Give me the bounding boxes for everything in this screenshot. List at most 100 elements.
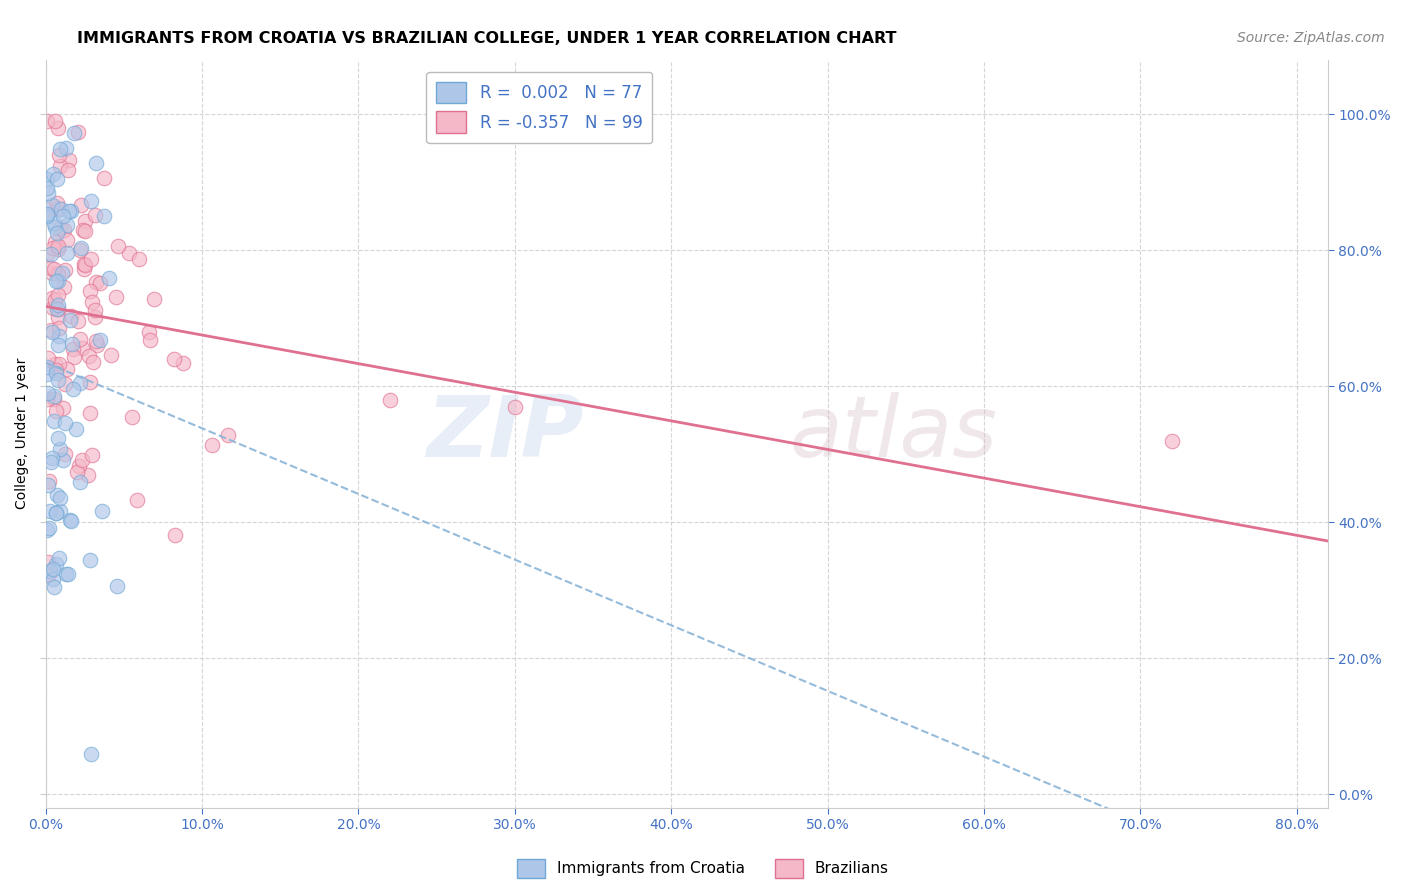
Point [118, 246, 141, 260]
Point [46, 338, 69, 352]
Text: ZIP: ZIP [426, 392, 585, 475]
Point [66, 466, 89, 480]
Point [69, 244, 91, 258]
Point [378, 392, 401, 407]
Point [37, 207, 59, 221]
Point [79, 284, 101, 298]
Point [49, 504, 72, 518]
Text: IMMIGRANTS FROM CROATIA VS BRAZILIAN COLLEGE, UNDER 1 YEAR CORRELATION CHART: IMMIGRANTS FROM CROATIA VS BRAZILIAN COL… [77, 31, 897, 46]
Point [44, 216, 66, 230]
Point [46, 298, 69, 312]
Point [46, 287, 69, 301]
Point [37, 554, 59, 568]
Point [69, 475, 91, 489]
Point [53, 447, 76, 461]
Point [67, 458, 90, 473]
Point [44, 261, 66, 276]
Point [89, 277, 111, 291]
Legend: Immigrants from Croatia, Brazilians: Immigrants from Croatia, Brazilians [510, 853, 896, 884]
Point [80, 194, 103, 209]
Point [46, 239, 69, 253]
Point [82, 355, 104, 369]
Point [63, 351, 86, 365]
Point [72, 223, 94, 237]
Point [100, 348, 122, 362]
Point [139, 333, 162, 347]
Point [73, 214, 96, 228]
Point [39, 504, 62, 518]
Point [70, 198, 93, 212]
Point [46, 301, 69, 316]
Point [83, 310, 105, 325]
Point [138, 326, 160, 340]
Point [62, 342, 84, 356]
Point [66, 314, 89, 328]
Point [52, 453, 75, 467]
Point [37, 367, 59, 381]
Point [84, 208, 107, 222]
Point [37, 171, 59, 186]
Point [42, 580, 65, 594]
Point [89, 333, 111, 347]
Text: atlas: atlas [789, 392, 997, 475]
Point [46, 310, 69, 325]
Point [52, 401, 75, 415]
Point [55, 361, 77, 376]
Point [48, 320, 70, 334]
Point [37, 202, 59, 217]
Point [128, 252, 150, 266]
Point [39, 323, 62, 337]
Point [45, 274, 67, 288]
Point [48, 143, 70, 157]
Point [107, 239, 129, 253]
Point [217, 427, 239, 442]
Point [45, 558, 67, 572]
Point [1160, 434, 1182, 448]
Point [44, 235, 66, 250]
Point [172, 356, 194, 370]
Point [46, 172, 69, 186]
Text: Source: ZipAtlas.com: Source: ZipAtlas.com [1237, 31, 1385, 45]
Point [73, 257, 96, 271]
Point [44, 113, 66, 128]
Point [69, 376, 91, 390]
Point [58, 153, 80, 167]
Point [37, 181, 59, 195]
Point [46, 301, 69, 316]
Point [67, 124, 90, 138]
Point [49, 202, 72, 216]
Point [105, 579, 128, 593]
Point [72, 341, 94, 355]
Point [53, 416, 76, 430]
Point [44, 219, 66, 234]
Point [56, 162, 79, 177]
Point [46, 120, 69, 135]
Point [38, 474, 60, 488]
Point [69, 332, 91, 346]
Point [48, 357, 70, 371]
Point [165, 528, 187, 542]
Point [37, 186, 59, 201]
Point [80, 252, 103, 266]
Point [60, 514, 83, 528]
Point [53, 280, 76, 294]
Point [44, 413, 66, 427]
Point [48, 442, 70, 457]
Point [41, 451, 63, 466]
Point [41, 325, 63, 339]
Point [42, 241, 65, 255]
Point [201, 438, 224, 452]
Point [41, 291, 63, 305]
Point [46, 201, 69, 215]
Point [45, 404, 67, 418]
Point [48, 329, 70, 343]
Point [46, 373, 69, 387]
Point [37, 386, 59, 401]
Point [37, 113, 59, 128]
Point [60, 337, 83, 351]
Point [56, 245, 79, 260]
Point [48, 147, 70, 161]
Point [52, 223, 75, 237]
Point [73, 262, 96, 277]
Point [65, 422, 87, 436]
